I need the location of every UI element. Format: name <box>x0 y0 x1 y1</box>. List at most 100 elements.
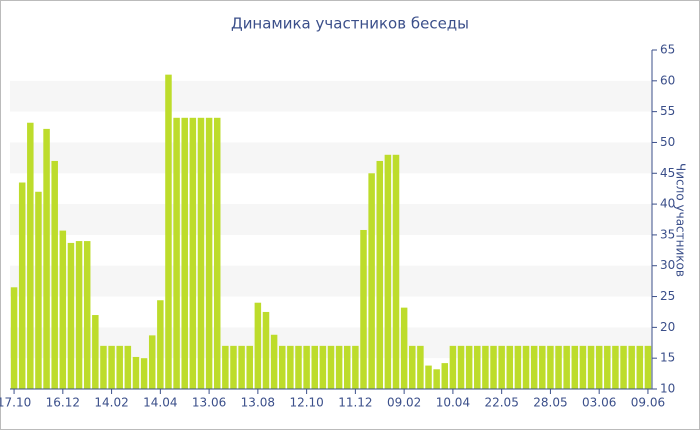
bar <box>10 287 18 389</box>
bar <box>35 191 42 389</box>
bar <box>270 334 278 389</box>
bar <box>539 345 546 389</box>
bar <box>474 345 481 389</box>
bar <box>449 345 457 389</box>
bar <box>67 242 75 389</box>
bar <box>278 345 286 389</box>
bar <box>59 230 67 389</box>
x-tick-label: 14.04 <box>143 396 177 410</box>
bar <box>392 154 400 389</box>
bar <box>108 345 115 389</box>
grid-band <box>10 142 652 174</box>
bar <box>628 345 635 389</box>
x-tick-label: 11.12 <box>338 396 372 410</box>
bar <box>148 335 156 389</box>
bar <box>376 160 384 389</box>
y-tick-label: 15 <box>660 351 675 365</box>
bar <box>75 241 83 389</box>
y-tick-label: 10 <box>660 382 675 396</box>
bar <box>222 345 229 389</box>
bar <box>43 128 50 390</box>
x-tick-label: 13.08 <box>241 396 275 410</box>
x-tick-label: 13.06 <box>192 396 226 410</box>
y-tick-label: 25 <box>660 289 675 303</box>
bar <box>644 345 652 389</box>
bar <box>189 117 197 390</box>
bar <box>116 345 123 389</box>
bar <box>27 122 34 390</box>
bar <box>254 302 262 389</box>
bar <box>213 117 221 390</box>
bar <box>165 74 172 390</box>
x-tick-label: 17.10 <box>0 396 31 410</box>
bar <box>457 345 465 389</box>
bar <box>92 315 99 389</box>
bar <box>124 345 132 389</box>
bar <box>417 345 424 389</box>
grid-band <box>10 80 652 112</box>
bar <box>620 345 627 389</box>
bar <box>604 345 611 389</box>
y-tick-label: 35 <box>660 227 675 241</box>
bar <box>506 345 514 389</box>
bar <box>311 345 318 389</box>
bar <box>360 229 367 389</box>
bar <box>51 160 58 389</box>
bar <box>327 345 335 389</box>
bar <box>555 345 562 389</box>
bar <box>547 345 554 389</box>
x-tick-label: 09.02 <box>387 396 421 410</box>
grid-band <box>10 265 652 297</box>
y-tick-label: 50 <box>660 135 675 149</box>
bar <box>514 345 522 389</box>
x-tick-label: 10.04 <box>436 396 470 410</box>
x-tick-label: 28.05 <box>533 396 567 410</box>
y-tick-label: 65 <box>660 43 675 57</box>
bar <box>490 345 497 389</box>
bar <box>295 345 302 389</box>
x-tick-label: 03.06 <box>582 396 616 410</box>
bar <box>230 345 237 389</box>
bar <box>319 345 327 389</box>
bar <box>595 345 603 389</box>
bar <box>205 117 213 390</box>
bar <box>636 345 644 389</box>
bar <box>465 345 473 389</box>
bar <box>344 345 351 389</box>
bar <box>173 117 180 390</box>
bar <box>197 117 205 390</box>
bar <box>140 358 148 389</box>
bar <box>563 345 570 389</box>
y-tick-label: 60 <box>660 73 675 87</box>
bar <box>18 182 26 389</box>
y-tick-label: 40 <box>660 197 675 211</box>
bar <box>303 345 310 389</box>
bar <box>181 117 188 390</box>
bar <box>238 345 245 389</box>
bar <box>433 369 440 389</box>
bar <box>409 345 416 389</box>
bar <box>335 345 343 389</box>
bar <box>400 307 408 389</box>
bar <box>157 300 164 389</box>
bar <box>579 345 587 389</box>
bar <box>132 356 140 389</box>
bar <box>352 345 359 389</box>
bar <box>530 345 538 389</box>
bar <box>83 241 91 389</box>
bar <box>287 345 294 389</box>
x-tick-label: 09.06 <box>631 396 665 410</box>
bar <box>587 345 595 389</box>
y-axis-label: Число участников <box>674 163 688 277</box>
bar <box>571 345 579 389</box>
bar <box>100 345 107 389</box>
x-tick-label: 22.05 <box>484 396 518 410</box>
x-tick-label: 14.02 <box>94 396 128 410</box>
bar <box>522 345 530 389</box>
chart-title: Динамика участников беседы <box>231 15 469 33</box>
bar <box>425 365 432 389</box>
x-tick-label: 12.10 <box>289 396 323 410</box>
y-tick-label: 20 <box>660 320 675 334</box>
y-tick-label: 55 <box>660 104 675 118</box>
bar <box>498 345 505 389</box>
